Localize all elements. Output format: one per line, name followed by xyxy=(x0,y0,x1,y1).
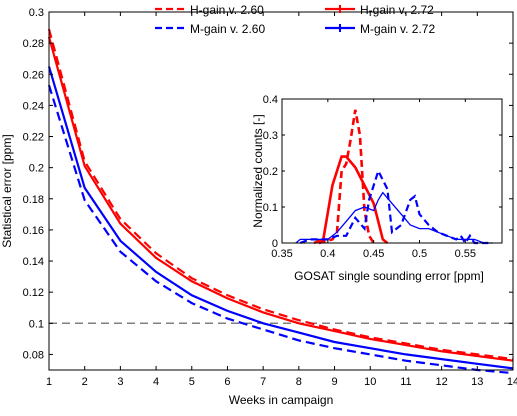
main-y-tick-label: 0.18 xyxy=(23,194,44,206)
main-y-tick-label: 0.26 xyxy=(23,69,44,81)
main-x-tick-label: 8 xyxy=(296,376,302,388)
main-y-tick-label: 0.28 xyxy=(23,38,44,50)
main-axes-box xyxy=(48,11,514,371)
main-x-tick-label: 2 xyxy=(82,376,88,388)
main-x-tick-label: 7 xyxy=(260,376,266,388)
inset-y-tick-label: 0.4 xyxy=(263,94,278,106)
legend-label-1: H-gain v. 2.72 xyxy=(360,3,434,17)
main-y-tick-label: 0.1 xyxy=(29,318,44,330)
main-x-tick-label: 5 xyxy=(189,376,195,388)
main-series-line-3 xyxy=(47,66,514,370)
inset-y-tick-label: 0.2 xyxy=(263,166,278,178)
main-x-tick-label: 9 xyxy=(331,376,337,388)
inset-y-tick-label: 0.1 xyxy=(263,202,278,214)
main-series-line-0 xyxy=(47,28,514,361)
main-y-tick-label: 0.14 xyxy=(23,256,44,268)
main-x-tick-label: 4 xyxy=(153,376,159,388)
main-y-tick-label: 0.16 xyxy=(23,225,44,237)
main-y-tick-label: 0.22 xyxy=(23,132,44,144)
inset-plot-area xyxy=(282,99,502,243)
main-x-tick-label: 14 xyxy=(507,376,517,388)
inset-x-tick-label: 0.35 xyxy=(271,248,292,260)
main-y-tick-label: 0.3 xyxy=(29,7,44,19)
inset-y-tick-label: 0 xyxy=(272,238,278,250)
main-y-tick-label: 0.12 xyxy=(23,287,44,299)
inset-x-axis-label: GOSAT single sounding error [ppm] xyxy=(294,269,484,283)
main-y-tick-label: 0.08 xyxy=(23,349,44,361)
main-y-axis-label: Statistical error [ppm] xyxy=(0,134,14,247)
inset-x-tick-label: 0.4 xyxy=(320,248,335,260)
main-x-axis-label: Weeks in campaign xyxy=(229,393,334,407)
main-x-tick-label: 12 xyxy=(435,376,447,388)
inset-series-line-1 xyxy=(313,155,389,245)
inset-x-tick-label: 0.45 xyxy=(363,248,384,260)
inset-y-axis-label: Normalized counts [-] xyxy=(251,114,265,227)
inset-series-line-2 xyxy=(299,168,489,246)
legend-label-2: M-gain v. 2.60 xyxy=(190,22,265,36)
inset-x-tick-label: 0.5 xyxy=(412,248,427,260)
main-x-tick-label: 1 xyxy=(46,376,52,388)
inset-series-line-3 xyxy=(295,191,493,244)
main-series-line-2 xyxy=(47,84,514,375)
main-x-tick-label: 11 xyxy=(400,376,411,388)
main-x-tick-label: 3 xyxy=(117,376,123,388)
main-x-tick-label: 6 xyxy=(224,376,230,388)
main-x-tick-label: 10 xyxy=(364,376,376,388)
main-series-line-1 xyxy=(47,36,514,362)
main-y-tick-label: 0.2 xyxy=(29,163,44,175)
main-y-tick-label: 0.24 xyxy=(23,100,44,112)
inset-y-tick-label: 0.3 xyxy=(263,130,278,142)
main-x-tick-label: 13 xyxy=(471,376,483,388)
legend-label-3: M-gain v. 2.72 xyxy=(360,22,435,36)
legend-label-0: H-gain v. 2.60 xyxy=(190,3,264,17)
inset-x-tick-label: 0.55 xyxy=(455,248,476,260)
